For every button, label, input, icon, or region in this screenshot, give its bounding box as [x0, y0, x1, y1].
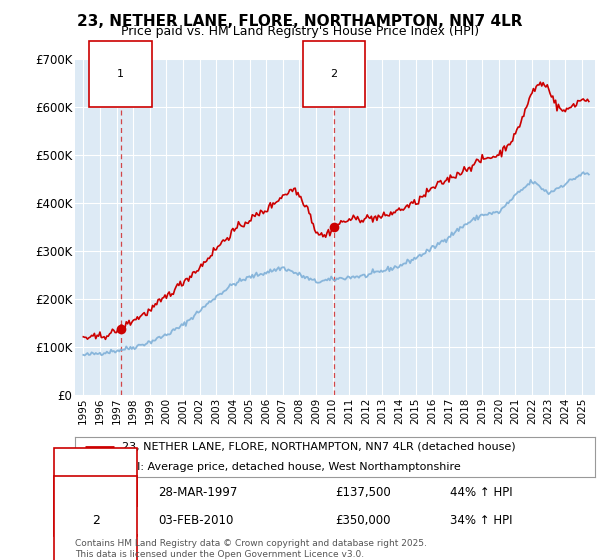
- Text: £137,500: £137,500: [335, 486, 391, 499]
- Text: £350,000: £350,000: [335, 514, 391, 527]
- Text: Contains HM Land Registry data © Crown copyright and database right 2025.
This d: Contains HM Land Registry data © Crown c…: [75, 539, 427, 559]
- Text: 2: 2: [331, 69, 338, 79]
- Text: 03-FEB-2010: 03-FEB-2010: [158, 514, 233, 527]
- Text: 1: 1: [117, 69, 124, 79]
- Text: 23, NETHER LANE, FLORE, NORTHAMPTON, NN7 4LR (detached house): 23, NETHER LANE, FLORE, NORTHAMPTON, NN7…: [122, 442, 515, 452]
- Text: 1: 1: [92, 486, 100, 499]
- Text: 28-MAR-1997: 28-MAR-1997: [158, 486, 238, 499]
- Text: 34% ↑ HPI: 34% ↑ HPI: [449, 514, 512, 527]
- Text: 44% ↑ HPI: 44% ↑ HPI: [449, 486, 512, 499]
- Text: Price paid vs. HM Land Registry's House Price Index (HPI): Price paid vs. HM Land Registry's House …: [121, 25, 479, 38]
- Text: 23, NETHER LANE, FLORE, NORTHAMPTON, NN7 4LR: 23, NETHER LANE, FLORE, NORTHAMPTON, NN7…: [77, 14, 523, 29]
- Text: HPI: Average price, detached house, West Northamptonshire: HPI: Average price, detached house, West…: [122, 462, 461, 472]
- Text: 2: 2: [92, 514, 100, 527]
